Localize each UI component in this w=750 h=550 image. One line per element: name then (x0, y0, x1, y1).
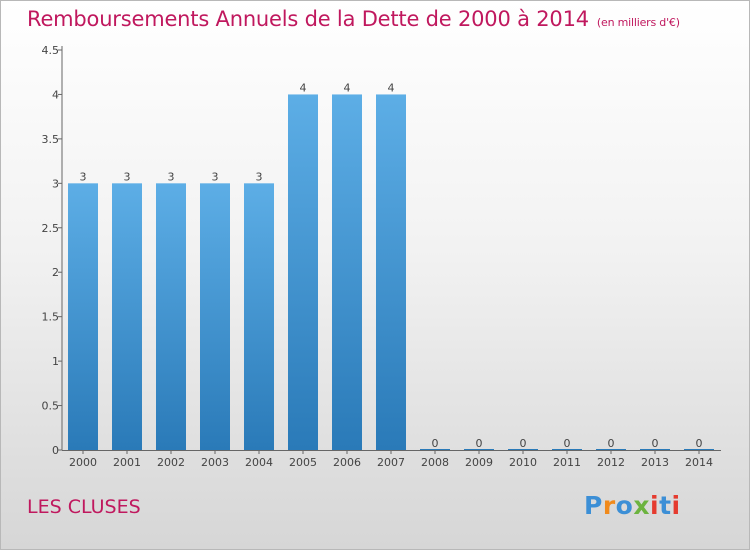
logo-letter: t (659, 491, 672, 520)
bar-value-label: 4 (388, 81, 395, 94)
x-tick-label: 2000 (69, 456, 97, 469)
bar-value-label: 0 (520, 437, 527, 450)
bar (112, 183, 142, 451)
y-tick-label: 2 (52, 266, 59, 279)
logo-letter: P (584, 491, 603, 520)
bar (464, 449, 494, 450)
bar-value-label: 4 (344, 81, 351, 94)
bar-value-label: 3 (80, 170, 87, 183)
bar-value-label: 0 (564, 437, 571, 450)
y-axis: 0 0.5 1 1.5 2 2.5 3 3.5 4 4.5 (42, 44, 63, 457)
y-tick-label: 3 (52, 177, 59, 190)
x-tick-label: 2003 (201, 456, 229, 469)
y-tick-label: 1 (52, 355, 59, 368)
logo-letter: i (650, 491, 660, 520)
y-tick-label: 4 (52, 88, 59, 101)
x-tick-label: 2010 (509, 456, 537, 469)
x-tick-label: 2008 (421, 456, 449, 469)
y-tick-label: 0 (52, 444, 59, 457)
bar (420, 449, 450, 450)
bar-value-label: 0 (608, 437, 615, 450)
y-tick-label: 0.5 (42, 400, 60, 413)
x-axis: 2000 2001 2002 2003 2004 2005 2006 2007 2008 2009… (62, 450, 721, 469)
x-tick-label: 2002 (157, 456, 185, 469)
logo-letter: o (615, 491, 634, 520)
bar-value-label: 4 (300, 81, 307, 94)
logo-letter: i (671, 491, 681, 520)
chart-unit: (en milliers d'€) (596, 16, 680, 29)
y-tick-label: 1.5 (42, 311, 60, 324)
y-tick-label: 3.5 (42, 133, 60, 146)
proxiti-logo: Proxiti (584, 491, 681, 520)
bar-value-label: 3 (168, 170, 175, 183)
logo-letter: r (602, 491, 616, 520)
bar (68, 183, 98, 451)
bar (640, 449, 670, 450)
x-tick-label: 2001 (113, 456, 141, 469)
x-tick-label: 2012 (597, 456, 625, 469)
x-tick-label: 2013 (641, 456, 669, 469)
x-tick-label: 2004 (245, 456, 273, 469)
bar-value-label: 0 (652, 437, 659, 450)
bar-value-label: 0 (432, 437, 439, 450)
y-tick-label: 2.5 (42, 222, 60, 235)
bar-value-label: 3 (124, 170, 131, 183)
bar (156, 183, 186, 451)
bars-group: 3 3 3 3 3 4 4 4 0 0 0 0 0 0 0 (68, 81, 714, 451)
bar (376, 94, 406, 450)
x-tick-label: 2014 (685, 456, 713, 469)
bar-value-label: 3 (212, 170, 219, 183)
bar (596, 449, 626, 450)
bar (508, 449, 538, 450)
logo-letter: x (633, 491, 650, 520)
x-tick-label: 2006 (333, 456, 361, 469)
bar (332, 94, 362, 450)
commune-name: LES CLUSES (27, 496, 141, 518)
chart-title: Remboursements Annuels de la Dette de 20… (27, 7, 680, 31)
x-tick-label: 2009 (465, 456, 493, 469)
bar-value-label: 0 (476, 437, 483, 450)
x-tick-label: 2005 (289, 456, 317, 469)
x-tick-label: 2011 (553, 456, 581, 469)
bar-value-label: 0 (696, 437, 703, 450)
bar (552, 449, 582, 450)
x-tick-label: 2007 (377, 456, 405, 469)
bar (200, 183, 230, 451)
chart-title-text: Remboursements Annuels de la Dette de 20… (27, 7, 589, 31)
y-tick-label: 4.5 (42, 44, 60, 57)
bar (684, 449, 714, 450)
bar-value-label: 3 (256, 170, 263, 183)
bar (244, 183, 274, 451)
bar (288, 94, 318, 450)
